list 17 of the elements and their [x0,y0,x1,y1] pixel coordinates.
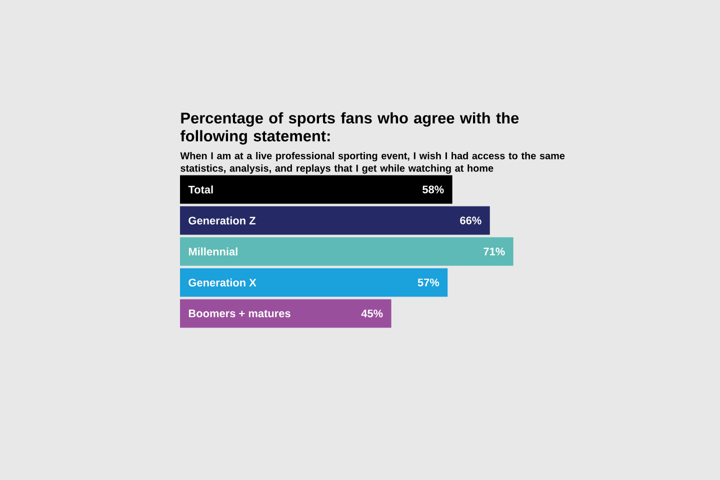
chart-subtitle: When I am at a live professional sporting event, I wish I had access to the same statistics, analysis, and replays that I get while watching at home [180,152,565,174]
y-tick-label: Boomers + matures [188,310,290,318]
bar [180,175,452,204]
chart-title: Percentage of sports fans who agree with the following statement: [180,112,519,145]
data-label: 57% [418,278,440,286]
data-label: 58% [422,186,444,194]
data-label: 45% [361,310,383,318]
bar [180,268,448,297]
data-label: 66% [460,216,482,224]
y-tick-label: Generation X [188,278,256,286]
y-tick-label: Generation Z [188,216,256,224]
y-tick-label: Total [188,185,213,194]
y-tick-label: Millennial [188,247,238,256]
data-label: 71% [484,248,505,256]
bar [180,237,514,266]
bar [180,299,392,328]
bar [180,206,490,235]
